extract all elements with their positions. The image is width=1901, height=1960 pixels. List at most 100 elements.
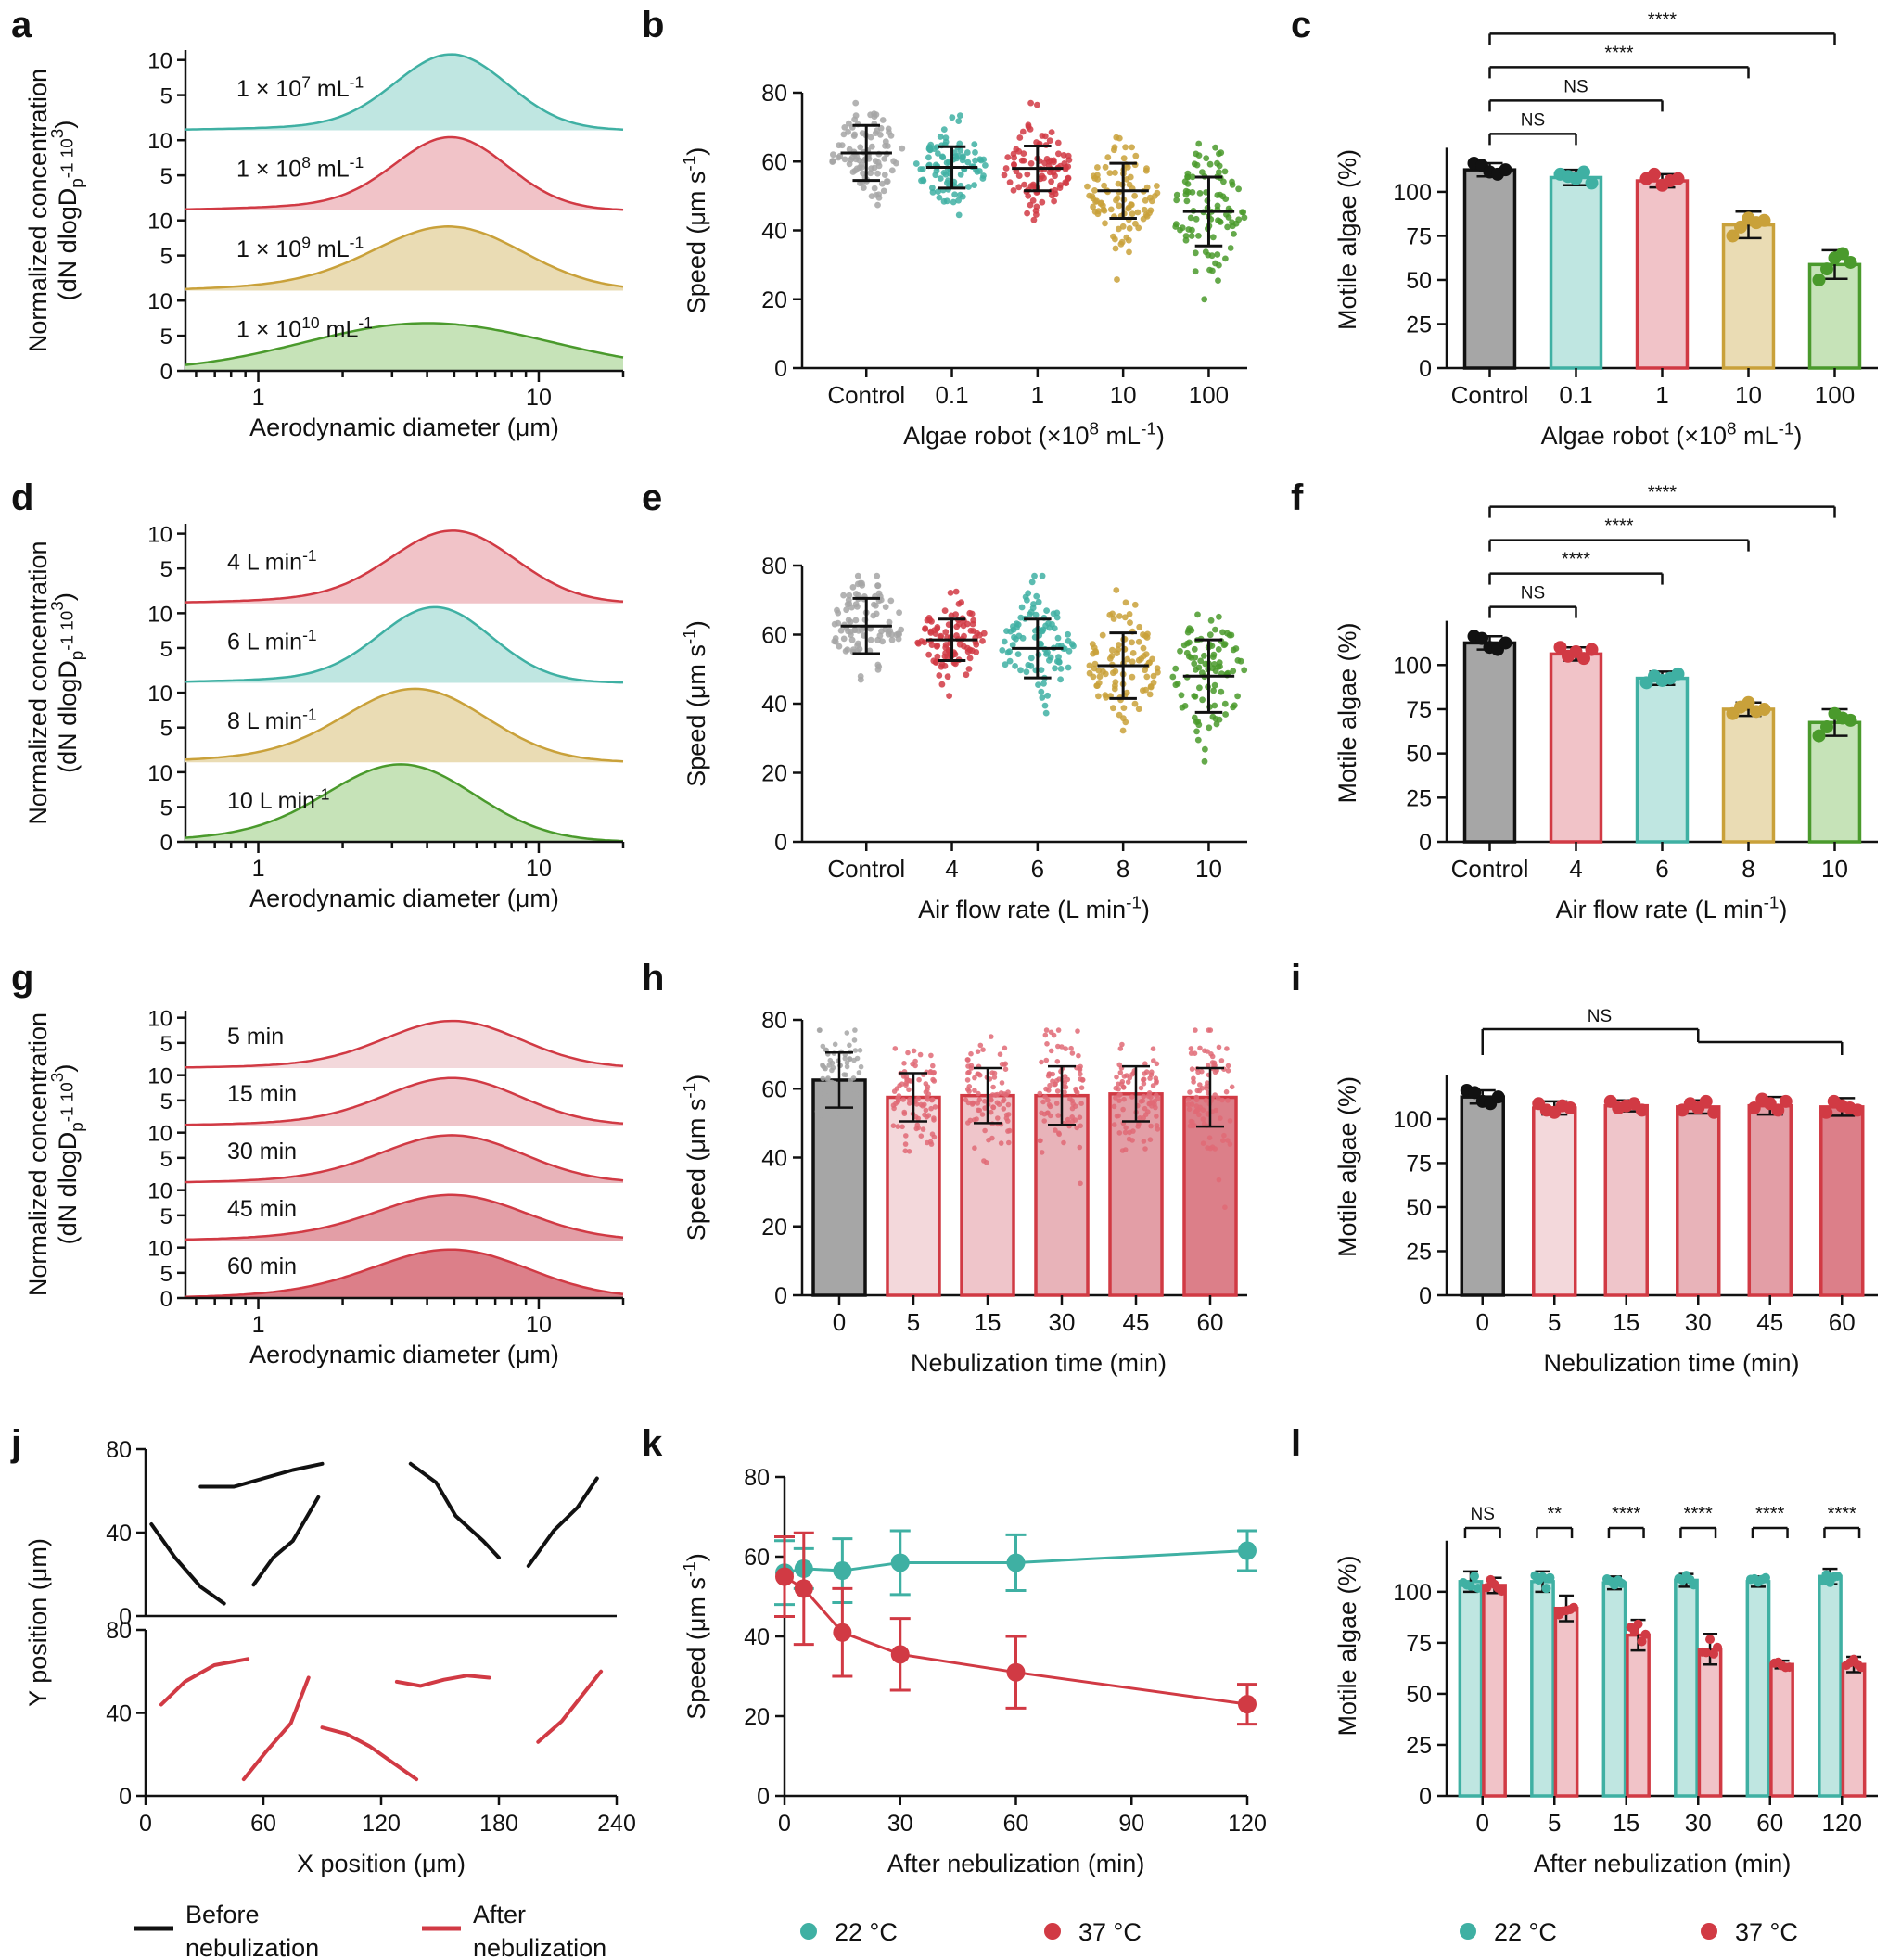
y-axis-label: Normalized concentration — [24, 1012, 52, 1296]
data-point — [1124, 655, 1131, 663]
data-point — [1141, 1076, 1147, 1082]
data-point — [1119, 727, 1127, 734]
data-point — [852, 99, 860, 107]
data-point — [900, 1097, 906, 1102]
data-point — [1054, 139, 1062, 146]
ridge-0: 10 5 4 L min-1 — [147, 523, 624, 604]
y-tick-label: 40 — [761, 1146, 787, 1172]
data-point — [990, 1084, 996, 1090]
data-point — [1475, 631, 1488, 645]
data-point — [845, 128, 851, 135]
sig-label: **** — [1648, 9, 1677, 30]
data-point — [963, 149, 971, 156]
data-point — [1005, 1128, 1011, 1134]
data-point — [1195, 233, 1202, 239]
ridge-line — [185, 687, 624, 763]
data-point — [851, 116, 858, 123]
data-point — [1116, 1086, 1121, 1092]
data-point — [953, 155, 960, 162]
data-point — [1141, 1093, 1147, 1100]
data-point — [1216, 150, 1222, 158]
data-point — [1018, 604, 1026, 611]
data-point — [1227, 1141, 1233, 1147]
data-point — [1726, 229, 1740, 243]
data-point — [850, 1091, 856, 1097]
data-point — [964, 1077, 971, 1083]
data-point — [1086, 669, 1093, 677]
data-point — [1141, 1139, 1147, 1144]
data-point — [1742, 695, 1755, 709]
data-point — [857, 144, 864, 151]
data-point — [1206, 1027, 1212, 1033]
data-point — [859, 130, 866, 137]
data-point — [1199, 169, 1206, 176]
data-point — [1057, 182, 1064, 189]
data-point — [991, 1075, 998, 1080]
data-point — [1187, 1089, 1193, 1095]
data-point — [943, 197, 950, 205]
data-point — [1172, 665, 1180, 672]
data-point — [989, 1034, 994, 1039]
data-point — [1002, 1066, 1009, 1072]
data-point — [1142, 1071, 1147, 1076]
bar-0.1 — [1549, 165, 1603, 370]
data-point — [1118, 238, 1126, 246]
data-point — [1046, 137, 1053, 145]
panel-letter-d: d — [11, 477, 33, 518]
ridge-label-part: -1 — [350, 234, 364, 252]
y-axis-label-part: 3 — [48, 1073, 68, 1083]
data-point — [1116, 1098, 1122, 1103]
x-axis-label: Algae robot (×108 mL-1) — [903, 420, 1165, 450]
sig-label: **** — [1604, 43, 1633, 63]
ridge-label: 1 × 107 mL-1 — [236, 73, 364, 103]
data-point — [1024, 597, 1030, 604]
data-point — [1189, 1066, 1195, 1072]
data-point — [1116, 202, 1123, 210]
data-point — [1042, 709, 1050, 717]
ridge-fill — [185, 606, 623, 683]
data-point — [1033, 139, 1040, 146]
y-axis-label-part: ) — [50, 1064, 78, 1073]
trajectory — [536, 1669, 604, 1744]
data-point — [1027, 655, 1035, 662]
data-point — [1553, 641, 1567, 655]
data-point — [1023, 668, 1030, 676]
y-axis-label: Normalized concentration — [24, 541, 52, 824]
x-tick-label: Control — [827, 381, 905, 409]
data-point — [970, 1100, 976, 1106]
y-axis-label-part: ) — [683, 1553, 710, 1561]
y-axis-label-part: Speed (μm s — [683, 644, 710, 787]
data-point — [1155, 668, 1161, 676]
data-point — [874, 170, 881, 177]
bar-Control — [1462, 630, 1517, 844]
data-point — [1129, 650, 1137, 656]
panel-e: 0 20 40 60 80 Control 4 6 8 10 Air flow rate (L mi… — [681, 554, 1248, 923]
y-tick-label: 50 — [1406, 1682, 1432, 1708]
bar-60 — [1819, 1094, 1865, 1297]
ridge-1: 10 5 1 × 108 mL-1 — [147, 129, 624, 211]
data-point — [1065, 664, 1072, 671]
data-point — [1137, 1115, 1143, 1121]
group-30: **** — [1674, 1504, 1723, 1798]
y-axis-label: (dN dlogDp-1 103) — [48, 592, 87, 773]
data-point — [1116, 642, 1122, 648]
bar — [886, 1095, 941, 1297]
data-point — [1110, 705, 1116, 712]
x-axis-label: Air flow rate (L min-1) — [918, 894, 1150, 923]
data-point — [1110, 616, 1117, 622]
data-point — [1153, 1075, 1159, 1081]
bar — [1819, 1105, 1865, 1297]
data-point — [817, 1103, 823, 1109]
y-tick-label: 5 — [160, 1262, 172, 1287]
ridge-line — [185, 1248, 624, 1298]
ridge-line — [185, 1193, 624, 1241]
ridge-3: 105 45 min — [147, 1179, 624, 1241]
data-point — [1671, 172, 1685, 185]
data-point — [1193, 666, 1199, 673]
data-point — [1201, 296, 1208, 303]
data-point — [1011, 633, 1017, 641]
data-point — [1131, 601, 1139, 608]
sig-label: **** — [1648, 483, 1677, 503]
data-point — [1027, 662, 1035, 669]
data-point — [1757, 213, 1771, 227]
